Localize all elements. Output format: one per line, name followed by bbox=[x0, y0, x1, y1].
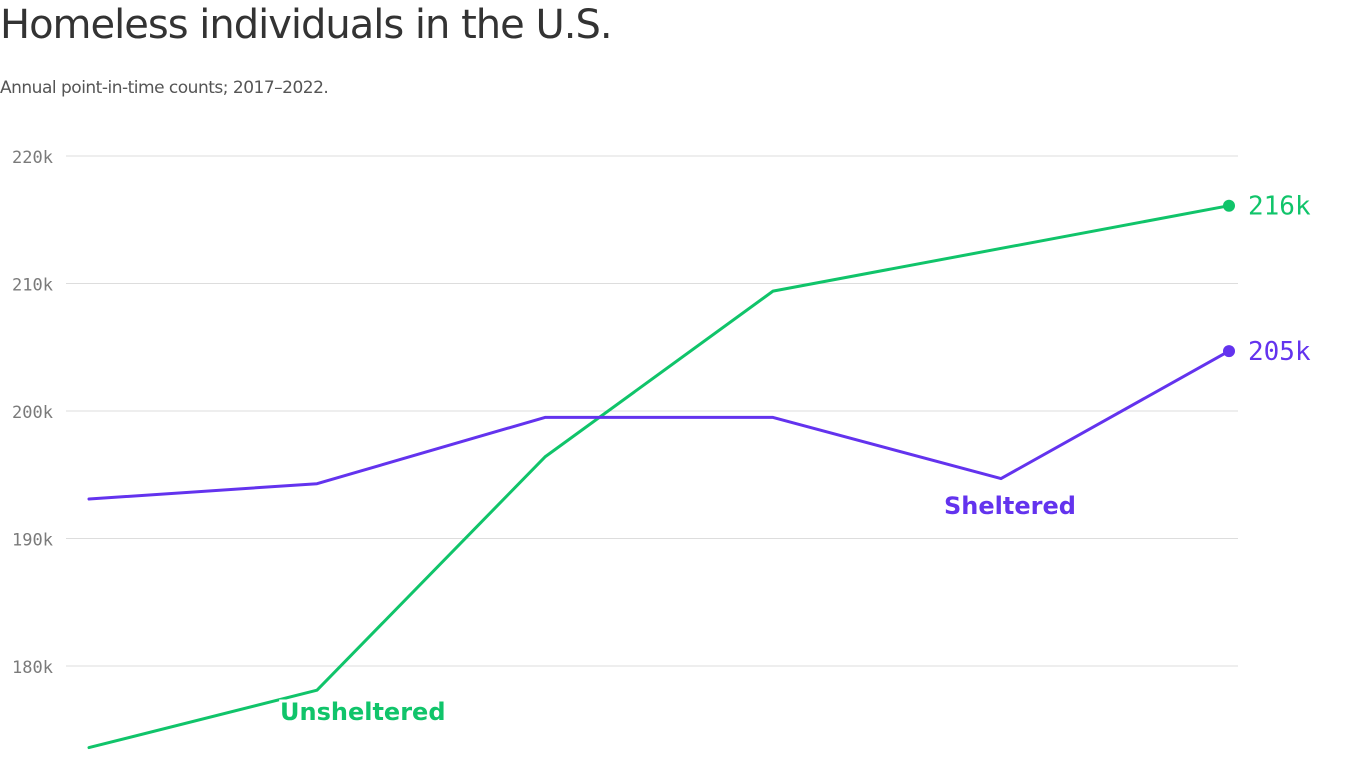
sheltered-label-halo: Sheltered bbox=[944, 492, 1076, 520]
sheltered-end-dot bbox=[1223, 345, 1235, 358]
y-tick-label: 200k bbox=[12, 403, 53, 423]
y-tick-label: 210k bbox=[12, 276, 53, 296]
y-tick-label: 220k bbox=[12, 148, 53, 168]
unsheltered-series-label: Unsheltered bbox=[280, 698, 446, 726]
y-tick-label: 190k bbox=[12, 531, 53, 551]
unsheltered-end-label: 216k bbox=[1248, 192, 1311, 222]
chart-title: Homeless individuals in the U.S. bbox=[0, 2, 613, 48]
chart-subtitle: Annual point-in-time counts; 2017–2022. bbox=[0, 78, 329, 98]
unsheltered-end-dot bbox=[1223, 199, 1235, 212]
gridlines bbox=[66, 155, 1238, 667]
unsheltered-label-halo: Unsheltered bbox=[280, 698, 446, 726]
y-axis-ticks: 180k 190k 200k 210k 220k bbox=[12, 148, 53, 678]
sheltered-line bbox=[87, 349, 1231, 501]
sheltered-end-label: 205k bbox=[1248, 337, 1311, 367]
y-tick-label: 180k bbox=[12, 658, 53, 678]
series-lines bbox=[87, 199, 1235, 750]
series-labels: 216k205kUnshelteredUnshelteredShelteredS… bbox=[277, 192, 1311, 729]
sheltered-series-label: Sheltered bbox=[944, 492, 1076, 520]
unsheltered-line bbox=[87, 204, 1231, 750]
